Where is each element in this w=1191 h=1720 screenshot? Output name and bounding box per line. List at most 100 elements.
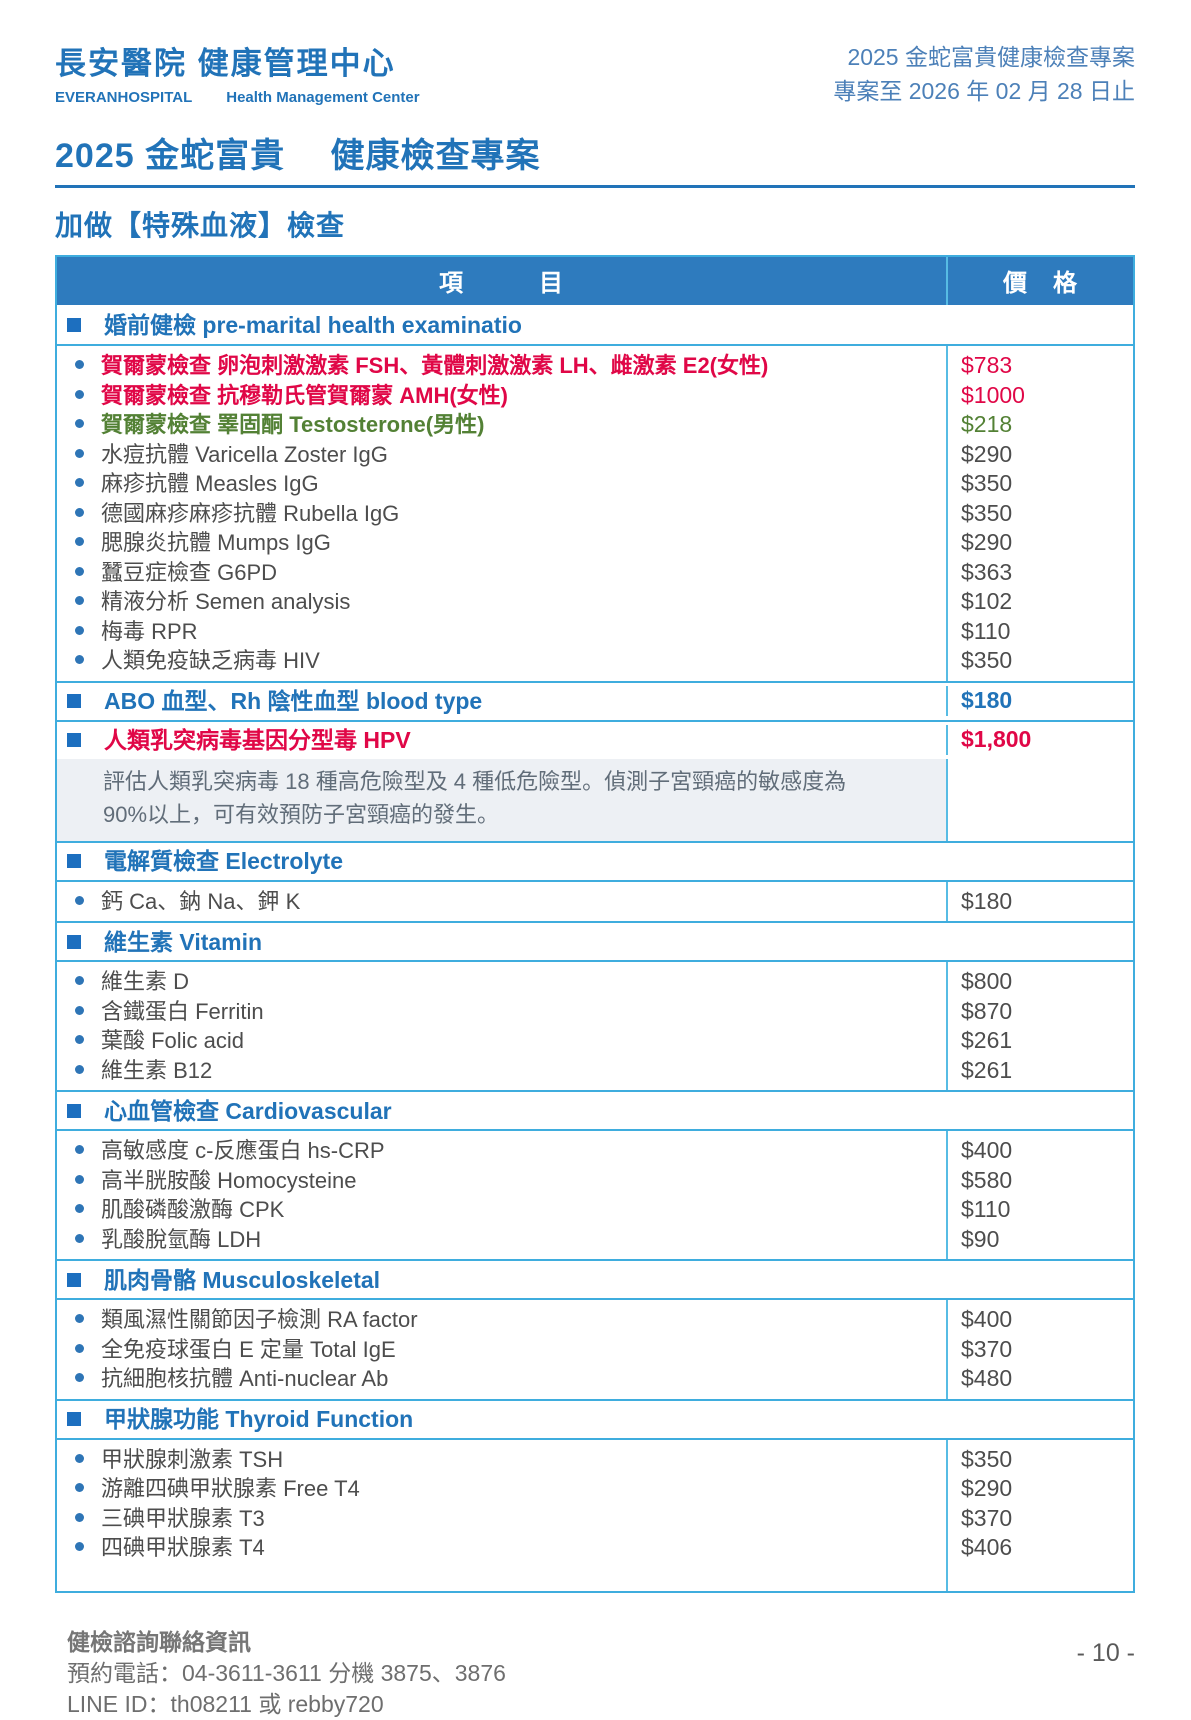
item-price: $870 [961, 997, 1013, 1024]
item-price: $370 [961, 1335, 1013, 1362]
item-list: 高敏感度 c-反應蛋白 hs-CRP 高半胱胺酸 Homocysteine 肌酸磷酸… [57, 1131, 946, 1259]
list-item: 類風濕性關節因子檢測 RA factor [75, 1305, 942, 1335]
item-label: 抗細胞核抗體 Anti-nuclear Ab [101, 1366, 389, 1391]
bullet-dot-icon [75, 360, 84, 369]
page-title: 2025 金蛇富貴 健康檢查專案 [55, 128, 1135, 188]
item-price: $102 [961, 588, 1013, 614]
list-item: 抗細胞核抗體 Anti-nuclear Ab [75, 1364, 942, 1394]
list-item: 葉酸 Folic acid [75, 1026, 942, 1056]
bullet-dot-icon [75, 566, 84, 576]
item-price: $110 [961, 617, 1011, 644]
list-item: 含鐵蛋白 Ferritin [75, 997, 942, 1027]
hospital-name-cn: 長安醫院 健康管理中心 [55, 46, 396, 81]
item-price: $350 [961, 1445, 1013, 1472]
list-item: 乳酸脫氫酶 LDH [75, 1225, 942, 1255]
price-list: $800 $870 $261 $261 [946, 962, 1133, 1090]
list-item: 全免疫球蛋白 E 定量 Total IgE [75, 1335, 942, 1365]
category-label: 肌肉骨骼 Musculoskeletal [104, 1266, 381, 1293]
item-price: $90 [961, 1225, 1000, 1252]
item-price: $350 [961, 499, 1013, 526]
item-group-row: 甲狀腺刺激素 TSH 游離四碘甲狀腺素 Free T4 三碘甲狀腺素 T3 四碘甲狀腺… [57, 1437, 1133, 1591]
table-header-row: 項 目 價 格 [57, 257, 1133, 305]
bullet-dot-icon [75, 1314, 84, 1323]
item-price: $180 [961, 887, 1013, 914]
list-item: 維生素 D [75, 967, 942, 997]
bullet-dot-icon [75, 1005, 84, 1015]
list-item: 鈣 Ca、鈉 Na、鉀 K [75, 887, 942, 917]
item-label: 麻疹抗體 Measles IgG [101, 471, 319, 496]
category-price-cell: $180 [946, 686, 1133, 716]
bullet-dot-icon [75, 419, 84, 428]
item-price: $110 [961, 1196, 1011, 1222]
bullet-dot-icon [75, 596, 84, 605]
bullet-dot-icon [75, 1174, 84, 1184]
item-label: 梅毒 RPR [101, 618, 198, 644]
column-header-item: 項 目 [439, 270, 564, 297]
item-label: 精液分析 Semen analysis [101, 589, 351, 614]
price-list: $400 $580 $110 $90 [946, 1131, 1133, 1259]
promo-validity-block: 2025 金蛇富貴健康檢查專案 專案至 2026 年 02 月 28 日止 [833, 40, 1135, 108]
item-price: $261 [961, 1056, 1013, 1083]
price-list: $350 $290 $370 $406 [946, 1439, 1133, 1591]
list-item: 四碘甲狀腺素 T4 [75, 1533, 942, 1563]
note-row: 評估人類乳突病毒 18 種高危險型及 4 種低危險型。偵測子宮頸癌的敏感度為 9… [57, 758, 1133, 841]
category-label: 婚前健檢 pre-marital health examinatio [104, 311, 522, 338]
item-label: 水痘抗體 Varicella Zoster IgG [101, 441, 388, 467]
item-label: 人類免疫缺乏病毒 HIV [101, 648, 320, 673]
category-cell: 婚前健檢 pre-marital health examinatio [57, 307, 946, 343]
bullet-dot-icon [75, 448, 84, 458]
list-item: 三碘甲狀腺素 T3 [75, 1504, 942, 1534]
category-label: 人類乳突病毒基因分型毒 HPV [104, 727, 411, 753]
list-item: 德國麻疹麻疹抗體 Rubella IgG [75, 499, 942, 529]
note-text: 評估人類乳突病毒 18 種高危險型及 4 種低危險型。偵測子宮頸癌的敏感度為 9… [57, 758, 946, 841]
category-cell: 甲狀腺功能 Thyroid Function [57, 1401, 946, 1437]
category-square-bullet-icon [67, 694, 81, 708]
table-body: 婚前健檢 pre-marital health examinatio 賀爾蒙檢查 … [57, 305, 1133, 1591]
contact-info: 健檢諮詢聯絡資訊 預約電話：04-3611-3611 分機 3875、3876 … [67, 1627, 506, 1720]
bullet-dot-icon [75, 1512, 84, 1522]
bullet-dot-icon [75, 1064, 84, 1074]
list-item: 賀爾蒙檢查 卵泡刺激激素 FSH、黃體刺激激素 LH、雌激素 E2(女性) [75, 351, 942, 381]
bullet-dot-icon [75, 976, 84, 985]
list-item: 高半胱胺酸 Homocysteine [75, 1166, 942, 1196]
bullet-dot-icon [75, 1343, 84, 1353]
item-list: 維生素 D 含鐵蛋白 Ferritin 葉酸 Folic acid 維生素 B12 [57, 962, 946, 1090]
bullet-dot-icon [75, 1233, 84, 1243]
price-list: $180 [946, 881, 1133, 921]
category-square-bullet-icon [67, 1272, 81, 1287]
category-label: 維生素 Vitamin [104, 928, 263, 955]
item-group-row: 高敏感度 c-反應蛋白 hs-CRP 高半胱胺酸 Homocysteine 肌酸磷酸… [57, 1129, 1133, 1259]
contact-phone: 預約電話：04-3611-3611 分機 3875、3876 [67, 1659, 506, 1686]
item-label: 維生素 B12 [101, 1057, 213, 1083]
category-label: 心血管檢查 Cardiovascular [104, 1097, 392, 1124]
center-en-label: Health Management Center [226, 89, 420, 106]
contact-line-id: LINE ID：th08211 或 rebby720 [67, 1690, 384, 1717]
category-label: 電解質檢查 Electrolyte [104, 848, 343, 874]
item-label: 賀爾蒙檢查 睪固酮 Testosterone(男性) [101, 412, 485, 437]
category-cell: 心血管檢查 Cardiovascular [57, 1093, 946, 1129]
item-price: $290 [961, 440, 1013, 467]
item-list: 鈣 Ca、鈉 Na、鉀 K [57, 882, 946, 922]
item-label: 高半胱胺酸 Homocysteine [101, 1167, 357, 1193]
section-heading: 加做【特殊血液】檢查 [55, 210, 346, 241]
item-label: 甲狀腺刺激素 TSH [101, 1446, 284, 1472]
item-label: 乳酸脫氫酶 LDH [101, 1226, 262, 1252]
item-label: 維生素 D [101, 969, 190, 994]
item-list: 類風濕性關節因子檢測 RA factor 全免疫球蛋白 E 定量 Total Ig… [57, 1300, 946, 1399]
category-label: ABO 血型、Rh 陰性血型 blood type [104, 688, 483, 714]
bullet-dot-icon [75, 1453, 84, 1463]
item-price: $1000 [961, 381, 1025, 408]
promo-name: 2025 金蛇富貴健康檢查專案 [847, 44, 1135, 70]
bullet-dot-icon [75, 1035, 84, 1044]
category-label: 甲狀腺功能 Thyroid Function [104, 1406, 414, 1432]
bullet-dot-icon [75, 1145, 84, 1154]
bullet-dot-icon [75, 1542, 84, 1551]
list-item: 維生素 B12 [75, 1056, 942, 1086]
list-item: 甲狀腺刺激素 TSH [75, 1445, 942, 1475]
item-price: $580 [961, 1166, 1013, 1193]
item-label: 游離四碘甲狀腺素 Free T4 [101, 1476, 360, 1501]
list-item: 水痘抗體 Varicella Zoster IgG [75, 440, 942, 470]
bullet-dot-icon [75, 1373, 84, 1382]
item-price: $400 [961, 1306, 1013, 1332]
